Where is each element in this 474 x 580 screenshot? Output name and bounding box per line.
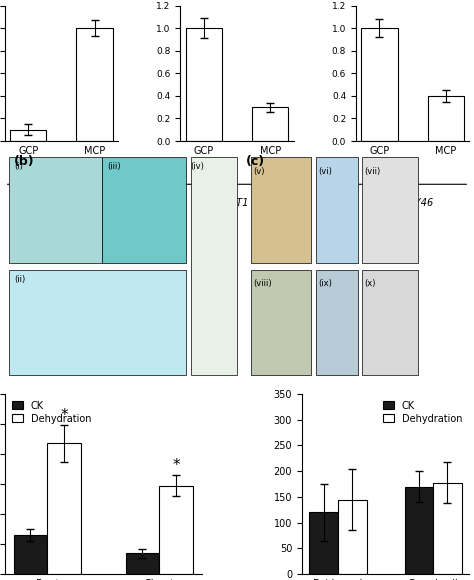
Text: (ii): (ii): [14, 275, 25, 284]
Text: (b): (b): [14, 155, 35, 168]
Bar: [10, 130, 46, 141]
Text: WRKY46: WRKY46: [392, 198, 433, 208]
Bar: [47, 444, 81, 574]
Bar: [126, 553, 159, 574]
Text: (c): (c): [246, 155, 265, 168]
Text: *: *: [172, 458, 180, 473]
Bar: [252, 107, 289, 141]
Legend: CK, Dehydration: CK, Dehydration: [381, 399, 465, 426]
Bar: [251, 157, 311, 263]
Text: (ix): (ix): [319, 280, 332, 288]
Text: (viii): (viii): [253, 280, 272, 288]
Bar: [316, 270, 358, 375]
Text: (iii): (iii): [107, 162, 120, 171]
Bar: [361, 28, 398, 141]
Bar: [191, 157, 237, 375]
Bar: [428, 96, 464, 141]
Bar: [405, 487, 433, 574]
Bar: [185, 28, 222, 141]
Text: (i): (i): [14, 162, 23, 171]
Bar: [14, 535, 47, 574]
Bar: [159, 485, 193, 574]
Bar: [102, 157, 186, 263]
Text: At4g26530: At4g26530: [34, 198, 89, 208]
Text: *: *: [60, 408, 68, 423]
Text: (iv): (iv): [191, 162, 204, 171]
Bar: [9, 270, 186, 375]
Bar: [363, 157, 418, 263]
Bar: [76, 28, 113, 141]
Bar: [338, 499, 366, 574]
Text: (x): (x): [365, 280, 376, 288]
Bar: [363, 270, 418, 375]
Text: (v): (v): [253, 167, 265, 176]
Bar: [316, 157, 358, 263]
Bar: [310, 512, 338, 574]
Text: (vii): (vii): [365, 167, 381, 176]
Bar: [9, 157, 102, 263]
Text: (vi): (vi): [319, 167, 332, 176]
Bar: [433, 483, 462, 574]
Bar: [251, 270, 311, 375]
Legend: CK, Dehydration: CK, Dehydration: [9, 399, 93, 426]
Text: KAT1: KAT1: [225, 198, 249, 208]
